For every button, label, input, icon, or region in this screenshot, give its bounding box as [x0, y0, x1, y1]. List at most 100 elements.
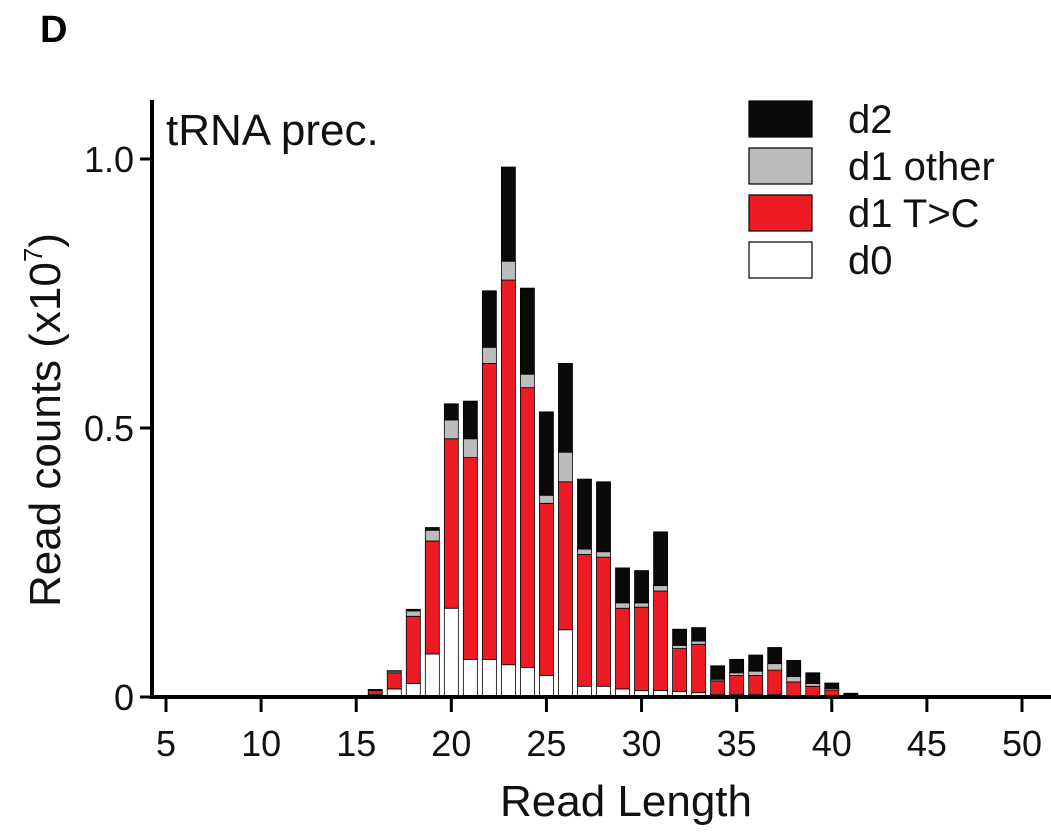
- bar-d1-other-19: [424, 529, 440, 542]
- bar-d1-other-33: [691, 640, 707, 645]
- bar-d1-t-c-35: [729, 675, 745, 695]
- bars-group: [367, 166, 859, 698]
- bar-d1-other-23: [500, 260, 516, 281]
- bar-d1-t-c-19: [424, 540, 440, 655]
- bar-d2-40: [824, 682, 840, 689]
- bar-d1-t-c-18: [405, 615, 421, 684]
- legend-label-d1-t-c: d1 T>C: [848, 192, 980, 236]
- bar-d1-t-c-27: [577, 554, 592, 687]
- x-tick-label: 15: [336, 723, 376, 764]
- bar-d1-other-36: [748, 670, 764, 676]
- bar-d2-17: [386, 670, 402, 672]
- bar-d1-t-c-20: [443, 438, 459, 609]
- bar-d0-23: [500, 664, 516, 698]
- bar-d1-other-29: [615, 602, 630, 609]
- bar-d2-24: [520, 287, 535, 375]
- chart-title: tRNA prec.: [166, 106, 379, 155]
- bar-d2-26: [558, 363, 573, 453]
- bar-d2-31: [653, 531, 668, 587]
- bar-d0-24: [520, 667, 535, 698]
- bar-d1-other-28: [596, 551, 611, 558]
- bar-d2-23: [500, 166, 516, 262]
- bar-d1-t-c-30: [634, 606, 649, 691]
- bar-d1-t-c-16: [367, 690, 383, 695]
- bar-d1-other-21: [462, 438, 478, 458]
- bar-d2-41: [843, 692, 859, 695]
- legend-swatch-d1-t-c: [748, 194, 813, 232]
- bar-d0-19: [424, 653, 440, 698]
- bar-d2-20: [443, 403, 459, 421]
- bar-d1-other-37: [767, 663, 783, 671]
- bar-d1-t-c-38: [786, 681, 802, 696]
- legend-swatch-d1-other: [748, 147, 813, 185]
- bar-d1-other-35: [729, 672, 745, 676]
- legend-label-d1-other: d1 other: [848, 145, 995, 189]
- x-tick-label: 10: [241, 723, 281, 764]
- legend-label-d0: d0: [848, 239, 893, 283]
- y-axis-title: Read counts (x107): [18, 233, 70, 607]
- x-axis-title: Read Length: [500, 777, 752, 826]
- x-tick-label: 5: [156, 723, 176, 764]
- bar-d1-t-c-34: [710, 680, 726, 695]
- x-ticks-group: 5 10 15 20 25 30 35 40 45 50: [156, 697, 1042, 764]
- bar-d1-other-27: [577, 548, 592, 555]
- x-tick-label: 35: [717, 723, 757, 764]
- bar-d1-t-c-25: [539, 502, 554, 676]
- bar-d2-32: [672, 628, 687, 646]
- x-tick-label: 30: [622, 723, 662, 764]
- x-tick-label: 20: [431, 723, 471, 764]
- bar-d2-37: [767, 647, 783, 665]
- bar-d2-35: [729, 658, 745, 674]
- x-tick-label: 50: [1002, 723, 1042, 764]
- legend-label-d2: d2: [848, 98, 893, 142]
- bar-d2-33: [691, 627, 707, 642]
- y-axis-title-close: ): [21, 233, 70, 248]
- bar-d0-26: [558, 629, 573, 698]
- bar-d2-28: [596, 481, 611, 553]
- y-axis-title-main: Read counts (x10: [21, 262, 70, 607]
- bar-d1-t-c-26: [558, 481, 573, 631]
- bar-d1-other-38: [786, 676, 802, 683]
- bar-d2-30: [634, 570, 649, 604]
- bar-d2-16: [367, 689, 383, 691]
- bar-d2-36: [748, 654, 764, 672]
- bar-d1-t-c-17: [386, 672, 402, 690]
- y-tick-label: 0.5: [84, 408, 134, 449]
- panel-label: D: [40, 9, 67, 51]
- bar-d1-other-32: [672, 644, 687, 649]
- bar-d2-38: [786, 660, 802, 677]
- bar-d1-t-c-22: [481, 363, 497, 660]
- bar-d0-22: [481, 658, 497, 698]
- bar-d1-other-30: [634, 602, 649, 608]
- bar-d2-27: [577, 478, 592, 550]
- y-axis-title-exponent: 7: [18, 248, 48, 262]
- bar-d1-t-c-37: [767, 669, 783, 695]
- bar-d1-other-26: [558, 451, 573, 483]
- x-tick-label: 40: [812, 723, 852, 764]
- y-tick-label: 1.0: [84, 139, 134, 180]
- bar-d2-39: [805, 672, 821, 684]
- bar-d1-t-c-21: [462, 457, 478, 660]
- bar-d1-t-c-32: [672, 648, 687, 693]
- bar-d1-other-22: [481, 346, 497, 364]
- bar-d1-t-c-24: [520, 387, 535, 668]
- bar-d1-t-c-39: [805, 685, 821, 697]
- bar-d1-t-c-33: [691, 643, 707, 694]
- x-tick-label: 25: [526, 723, 566, 764]
- bar-d0-21: [462, 658, 478, 698]
- bar-d1-other-20: [443, 419, 459, 440]
- bar-d0-25: [539, 675, 554, 698]
- bar-d2-22: [481, 290, 497, 348]
- bar-d1-t-c-28: [596, 556, 611, 687]
- legend-swatch-d0: [748, 241, 813, 279]
- bar-d2-18: [405, 608, 421, 612]
- bar-d1-t-c-36: [748, 675, 764, 695]
- bar-d0-18: [405, 683, 421, 698]
- bar-d1-t-c-31: [653, 590, 668, 691]
- bar-d0-20: [443, 607, 459, 698]
- bar-d2-19: [424, 527, 440, 531]
- legend-swatch-d2: [748, 100, 813, 138]
- bar-d1-other-25: [539, 494, 554, 504]
